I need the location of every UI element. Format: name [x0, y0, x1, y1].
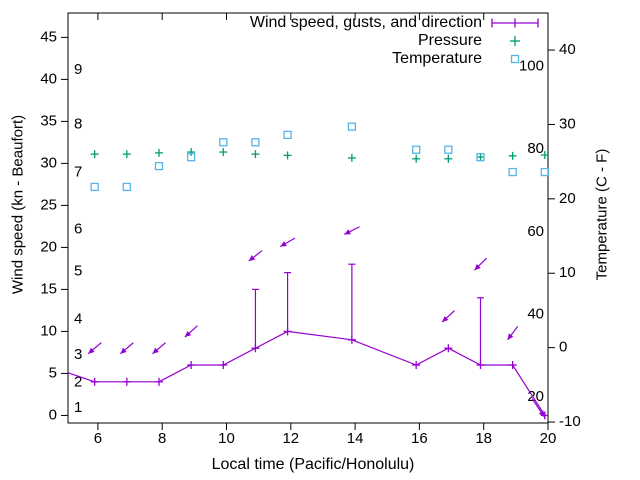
- beaufort-scale-label: 4: [74, 311, 82, 328]
- x-tick-label: 18: [475, 430, 492, 447]
- wind-direction-arrowhead: [280, 241, 287, 247]
- y-left-tick-label: 0: [49, 406, 57, 423]
- legend-label-pressure: Pressure: [417, 32, 482, 49]
- left-axis-title: Wind speed (kn - Beaufort): [9, 114, 27, 295]
- wind-direction-arrowhead: [184, 331, 192, 338]
- x-tick-label: 8: [158, 430, 166, 447]
- x-axis-title: Local time (Pacific/Honolulu): [211, 456, 415, 473]
- y-left-tick-label: 15: [40, 280, 57, 297]
- wind-direction-arrowhead: [507, 333, 514, 340]
- temperature-point: [347, 122, 357, 131]
- plus-marker-icon: [510, 36, 520, 46]
- temperature-point: [283, 130, 292, 140]
- wind-direction-arrowhead: [88, 347, 95, 354]
- y-left-tick-label: 5: [49, 364, 57, 381]
- x-tick-label: 16: [411, 430, 428, 447]
- legend-temperature-sample: [490, 50, 540, 68]
- y-left-tick-label: 45: [40, 28, 57, 45]
- legend-row-wind: Wind speed, gusts, and direction: [0, 14, 540, 32]
- legend-label-temperature: Temperature: [392, 50, 482, 67]
- temperature-point: [251, 138, 260, 147]
- temperature-point: [412, 145, 421, 154]
- wind-direction-arrowhead: [474, 263, 481, 271]
- fahrenheit-scale-label: 40: [527, 306, 544, 323]
- beaufort-scale-label: 2: [74, 374, 82, 391]
- wind-direction-arrowhead: [442, 315, 449, 323]
- wind-direction-arrowhead: [120, 347, 127, 354]
- wind-direction-arrowhead: [152, 347, 159, 354]
- legend-label-wind: Wind speed, gusts, and direction: [249, 14, 482, 31]
- y-left-tick-label: 30: [40, 154, 57, 171]
- y-left-tick-label: 10: [40, 322, 57, 339]
- y-right-tick-label: 10: [559, 264, 576, 281]
- legend-row-temperature: Temperature: [0, 50, 540, 68]
- wind-errorbar-sample-icon: [491, 18, 539, 28]
- beaufort-scale-label: 9: [74, 61, 82, 78]
- beaufort-scale-label: 5: [74, 263, 82, 280]
- square-marker-icon: [510, 54, 520, 64]
- fahrenheit-scale-label: 20: [527, 388, 544, 405]
- y-left-tick-label: 40: [40, 70, 57, 87]
- fahrenheit-scale-label: 60: [527, 223, 544, 240]
- wind-direction-arrowhead: [538, 410, 545, 417]
- wind-direction-arrowhead: [344, 229, 351, 235]
- fahrenheit-scale-label: 80: [527, 140, 544, 157]
- legend: Wind speed, gusts, and direction Pressur…: [0, 14, 540, 68]
- temperature-point: [90, 182, 99, 192]
- x-tick-label: 14: [347, 430, 364, 447]
- x-tick-label: 10: [218, 430, 235, 447]
- beaufort-scale-label: 8: [74, 116, 82, 133]
- y-left-tick-label: 20: [40, 238, 57, 255]
- y-right-tick-label: 0: [559, 339, 567, 356]
- legend-pressure-sample: [490, 32, 540, 50]
- y-right-tick-label: 20: [559, 190, 576, 207]
- y-right-tick-label: 30: [559, 115, 576, 132]
- y-left-tick-label: 25: [40, 196, 57, 213]
- temperature-point: [219, 138, 228, 147]
- wind-speed-line: [68, 330, 546, 416]
- temperature-point: [122, 182, 131, 192]
- temperature-point: [444, 145, 453, 154]
- beaufort-scale-label: 1: [74, 399, 82, 416]
- right-axis-title: Temperature (C - F): [593, 148, 611, 281]
- temperature-point: [186, 153, 196, 162]
- wind-direction-arrowhead: [248, 255, 256, 262]
- x-tick-label: 12: [282, 430, 299, 447]
- temperature-point: [508, 167, 517, 177]
- fahrenheit-scale-label: 100: [519, 58, 544, 75]
- plot-border: [67, 12, 549, 424]
- beaufort-scale-label: 3: [74, 346, 82, 363]
- x-tick-label: 20: [540, 430, 557, 447]
- x-tick-label: 6: [94, 430, 102, 447]
- beaufort-scale-label: 7: [74, 164, 82, 181]
- legend-wind-sample: [490, 14, 540, 32]
- y-right-tick-label: -10: [559, 413, 581, 430]
- y-left-tick-label: 35: [40, 112, 57, 129]
- beaufort-scale-label: 6: [74, 221, 82, 238]
- temperature-point: [154, 161, 164, 171]
- temperature-point: [540, 167, 549, 177]
- y-right-tick-label: 40: [559, 41, 576, 58]
- temperature-point: [476, 153, 485, 162]
- legend-row-pressure: Pressure: [0, 32, 540, 50]
